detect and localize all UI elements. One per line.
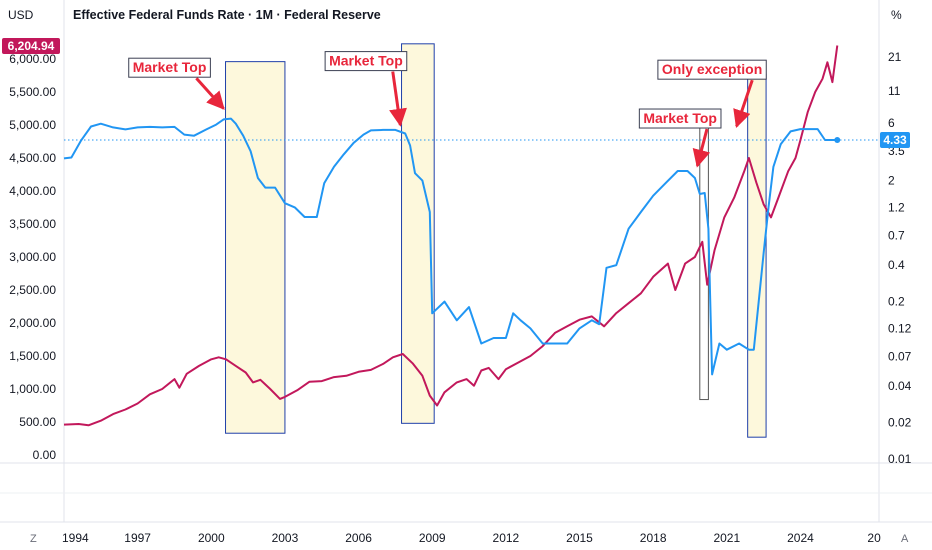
x-tick-label: 2018 xyxy=(640,531,667,545)
left-tick-label: 2,000.00 xyxy=(9,316,56,330)
shaded-periods xyxy=(225,43,767,438)
right-tick-label: 0.01 xyxy=(888,452,912,466)
auto-scale-button[interactable]: A xyxy=(901,533,909,545)
right-tick-label: 0.7 xyxy=(888,229,905,243)
series-end-marker xyxy=(834,136,841,143)
annotations: Market Top Market Top Only exception Market… xyxy=(128,51,767,168)
annotation-arrow xyxy=(733,79,754,129)
rate-last-value-label: 4.33 xyxy=(883,133,907,147)
left-tick-label: 5,500.00 xyxy=(9,85,56,99)
left-tick-label: 6,000.00 xyxy=(9,52,56,66)
left-tick-label: 1,500.00 xyxy=(9,349,56,363)
left-tick-label: 3,500.00 xyxy=(9,217,56,231)
left-tick-label: 4,000.00 xyxy=(9,184,56,198)
annotation-label: Market Top xyxy=(329,53,403,69)
shaded-period-2 xyxy=(401,43,435,424)
x-tick-label: 1994 xyxy=(62,531,89,545)
x-tick-label: 2024 xyxy=(787,531,814,545)
x-tick-label: 2006 xyxy=(345,531,372,545)
right-tick-label: 0.02 xyxy=(888,416,912,430)
shaded-period-1 xyxy=(225,61,286,434)
annotation-box xyxy=(324,51,408,72)
left-tick-label: 3,000.00 xyxy=(9,250,56,264)
left-tick-label: 5,000.00 xyxy=(9,118,56,132)
right-tick-label: 0.4 xyxy=(888,258,905,272)
annotation-label: Market Top xyxy=(133,59,207,75)
right-tick-label: 0.07 xyxy=(888,350,912,364)
left-tick-label: 500.00 xyxy=(19,415,56,429)
annotation-box xyxy=(128,57,211,78)
x-tick-label: 20 xyxy=(867,531,881,545)
right-axis-unit: % xyxy=(891,8,902,22)
annotation-box xyxy=(657,59,767,80)
annotation-arrow xyxy=(692,128,711,168)
left-tick-label: 0.00 xyxy=(33,448,57,462)
left-tick-label: 1,000.00 xyxy=(9,382,56,396)
right-tick-label: 21 xyxy=(888,50,902,64)
rate-last-value-badge xyxy=(880,131,910,148)
annotation-label: Only exception xyxy=(662,61,762,77)
annotation-label: Market Top xyxy=(643,110,717,126)
axes: 6,000.00 5,500.00 5,000.00 4,500.00 4,000.00… xyxy=(2,38,912,545)
right-tick-label: 0.12 xyxy=(888,321,912,335)
left-axis-unit: USD xyxy=(8,8,34,22)
series-line-fed-rate xyxy=(63,117,838,376)
left-tick-label: 4,500.00 xyxy=(9,151,56,165)
chart-background xyxy=(0,0,932,523)
right-tick-label: 0.2 xyxy=(888,295,905,309)
series-line-index xyxy=(63,45,839,427)
x-tick-label: 2003 xyxy=(272,531,299,545)
left-tick-label: 2,500.00 xyxy=(9,283,56,297)
index-last-value-label: 6,204.94 xyxy=(8,39,55,53)
x-tick-label: 2021 xyxy=(713,531,740,545)
x-tick-label: 2000 xyxy=(198,531,225,545)
annotation-box xyxy=(638,108,722,129)
chart-title: Effective Federal Funds Rate · 1M · Fede… xyxy=(73,8,381,22)
x-tick-label: 1997 xyxy=(124,531,151,545)
right-tick-label: 2 xyxy=(888,174,895,188)
index-last-value-badge xyxy=(2,38,60,54)
right-tick-label: 11 xyxy=(888,84,901,98)
x-tick-label: 2009 xyxy=(419,531,446,545)
annotation-arrow xyxy=(389,71,407,127)
timezone-toggle-button[interactable]: Z xyxy=(30,533,37,545)
annotation-arrow xyxy=(195,77,225,110)
series-lines xyxy=(63,45,841,427)
right-tick-label: 6 xyxy=(888,116,895,130)
right-tick-label: 0.04 xyxy=(888,379,912,393)
x-tick-label: 2015 xyxy=(566,531,593,545)
x-tick-label: 2012 xyxy=(493,531,520,545)
right-tick-label: 1.2 xyxy=(888,200,905,214)
